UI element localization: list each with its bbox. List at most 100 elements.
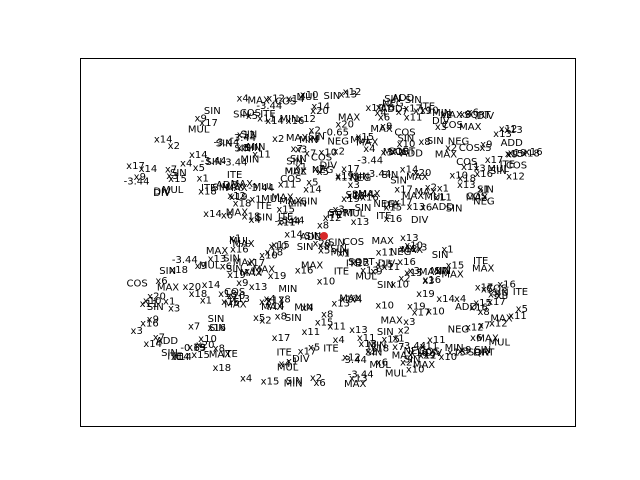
node-label: SIN (226, 264, 243, 275)
node-label: x1 (295, 162, 307, 173)
node-label: x17 (412, 308, 431, 319)
node-label: SIN (474, 345, 491, 356)
node-label: x15 (261, 377, 280, 388)
node-label: x5 (193, 163, 205, 174)
node-label: x2 (365, 347, 377, 358)
node-label: x4 (249, 215, 261, 226)
node-label: x19 (229, 192, 248, 203)
node-label: x9 (236, 278, 248, 289)
node-label: MAX (261, 302, 283, 313)
node-label: x17 (475, 283, 494, 294)
node-label: MIN (432, 108, 451, 119)
node-label: MAX (248, 96, 270, 107)
node-label: MAX (240, 268, 262, 279)
node-label: COS (419, 347, 440, 358)
node-label: NEG (373, 199, 395, 210)
node-label: x10 (426, 307, 445, 318)
node-label: x11 (376, 247, 395, 258)
node-label: x18 (212, 363, 231, 374)
node-label: x4 (279, 359, 291, 370)
node-label: x4 (454, 294, 466, 305)
node-label: x9 (147, 314, 159, 325)
node-label: x15 (191, 350, 210, 361)
node-label: x3 (457, 346, 469, 357)
node-label: x16 (221, 297, 240, 308)
node-label: x14 (154, 134, 173, 145)
node-label: x16 (409, 348, 428, 359)
node-label: MUL (344, 209, 366, 220)
node-label: MUL (253, 182, 275, 193)
node-label: ITE (257, 201, 272, 212)
node-label: x6 (313, 378, 325, 389)
node-label: x13 (349, 374, 368, 385)
node-label: -3.44 (201, 156, 227, 167)
node-label: x2 (440, 110, 452, 121)
node-label: x12 (342, 353, 361, 364)
node-label: x18 (370, 344, 389, 355)
node-label: MIN (284, 379, 303, 390)
node-label: x11 (508, 311, 527, 322)
node-label: -3.44 (400, 341, 426, 352)
node-label: x6 (220, 261, 232, 272)
node-label: x16 (524, 147, 543, 158)
node-label: MIN (288, 199, 307, 210)
node-label: x10 (143, 296, 162, 307)
node-label: MAX (419, 267, 441, 278)
node-label: x7 (392, 342, 404, 353)
node-label: MAX (435, 150, 457, 161)
node-label: x1 (197, 174, 209, 185)
node-label: SIN (233, 110, 250, 121)
node-label: x6 (221, 211, 233, 222)
node-label: x13 (208, 254, 227, 265)
node-label: -3.44 (124, 176, 150, 187)
node-label: x1 (286, 356, 298, 367)
node-label: MAX (279, 196, 301, 207)
node-label: DIV (473, 347, 491, 358)
node-label: -3.44 (248, 183, 274, 194)
node-label: -0.65 (323, 128, 349, 139)
node-label: x19 (341, 194, 360, 205)
node-label: ITE (327, 210, 342, 221)
node-label: x4 (180, 159, 192, 170)
node-label: SIN (477, 184, 494, 195)
node-label: NEG (448, 325, 470, 336)
node-label: -3.44 (357, 156, 383, 167)
node-label: SIN (209, 323, 226, 334)
node-label: x12 (351, 258, 370, 269)
node-label: x7 (165, 165, 177, 176)
node-label: MAX (301, 261, 323, 272)
node-label: x16 (140, 318, 159, 329)
node-label: ADD (401, 149, 424, 160)
node-label: x7 (478, 321, 490, 332)
node-label: x17 (266, 296, 285, 307)
node-label: x10 (404, 241, 423, 252)
node-label: SIN (161, 348, 178, 359)
node-label: ITE (223, 349, 238, 360)
node-label: -3.44 (365, 169, 391, 180)
node-label: MIN (367, 340, 386, 351)
node-label: x8 (317, 220, 329, 231)
node-label: x17 (340, 294, 359, 305)
node-label: x10 (449, 171, 468, 182)
node-label: x14 (286, 94, 305, 105)
node-label: SIN (390, 175, 407, 186)
node-label: x15 (505, 149, 524, 160)
node-label: x10 (259, 251, 278, 262)
node-label: SQRT (328, 208, 355, 219)
node-label: x9 (423, 351, 435, 362)
node-label: COS (280, 174, 301, 185)
node-label: SIN (234, 144, 251, 155)
node-label: DIV (153, 186, 171, 197)
node-label: x8 (275, 312, 287, 323)
node-label: x17 (199, 118, 218, 129)
node-label: x3 (381, 148, 393, 159)
node-label: x17 (403, 103, 422, 114)
node-label: DIV (320, 161, 338, 172)
node-label: x4 (301, 303, 313, 314)
root-node (320, 232, 328, 240)
node-label: x14 (139, 164, 158, 175)
node-label: x15 (390, 147, 409, 158)
node-label: x1 (437, 184, 449, 195)
node-label: x4 (236, 94, 248, 105)
node-label: x4 (332, 335, 344, 346)
